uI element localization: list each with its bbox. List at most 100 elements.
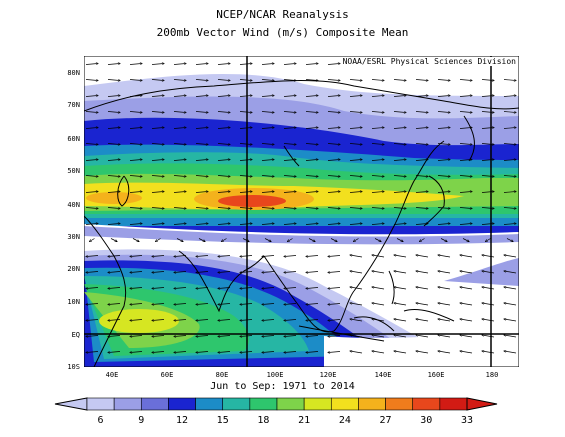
wind-vector bbox=[262, 336, 275, 337]
wind-vector bbox=[482, 271, 495, 274]
wind-vector bbox=[240, 288, 253, 289]
wind-vector bbox=[481, 128, 494, 129]
wind-vector bbox=[481, 160, 494, 161]
wind-vector bbox=[195, 176, 208, 177]
wind-vector bbox=[262, 256, 275, 257]
wind-vector bbox=[415, 224, 428, 225]
wind-vector bbox=[459, 160, 472, 161]
wind-vector bbox=[415, 80, 428, 81]
wind-vector bbox=[239, 176, 252, 177]
wind-vector bbox=[503, 176, 516, 177]
lon-label: 120E bbox=[319, 371, 337, 379]
wind-vector bbox=[239, 224, 252, 225]
wind-vector bbox=[196, 288, 209, 289]
lon-label: 180 bbox=[485, 371, 499, 379]
wind-vector bbox=[349, 96, 362, 97]
wind-vector bbox=[151, 192, 164, 193]
wind-vector bbox=[349, 176, 362, 177]
wind-vector bbox=[305, 144, 318, 145]
wind-vector bbox=[459, 80, 472, 81]
wind-vector bbox=[283, 80, 296, 81]
wind-vector bbox=[283, 192, 296, 193]
wind-vector bbox=[129, 144, 142, 145]
wind-vector bbox=[349, 128, 362, 129]
wind-vector bbox=[460, 255, 473, 258]
wind-vector bbox=[129, 80, 142, 81]
wind-vector bbox=[503, 160, 516, 161]
wind-vector bbox=[217, 176, 230, 177]
wind-vector bbox=[305, 128, 318, 129]
wind-vector bbox=[85, 80, 98, 81]
wind-vector bbox=[107, 128, 120, 129]
wind-vector bbox=[393, 144, 406, 145]
wind-vector bbox=[327, 176, 340, 177]
wind-vector bbox=[283, 96, 296, 97]
credit-label: NOAA/ESRL Physical Sciences Division bbox=[340, 57, 518, 66]
wind-vector bbox=[173, 208, 186, 209]
wind-vector bbox=[394, 271, 407, 274]
wind-vector bbox=[438, 303, 451, 306]
wind-vector bbox=[288, 238, 293, 242]
wind-vector bbox=[327, 192, 340, 193]
wind-vector bbox=[107, 208, 120, 209]
wind-vector bbox=[85, 208, 98, 209]
wind-vector bbox=[174, 256, 187, 257]
wind-vector bbox=[327, 112, 340, 113]
wind-vector bbox=[108, 352, 121, 353]
wind-vector bbox=[415, 192, 428, 193]
wind-vector bbox=[459, 128, 472, 129]
wind-vector bbox=[482, 255, 495, 258]
wind-vector bbox=[459, 208, 472, 209]
wind-vector bbox=[305, 224, 318, 225]
wind-vector bbox=[151, 80, 164, 81]
colorbar-segment bbox=[113, 397, 142, 411]
wind-vector bbox=[284, 304, 297, 305]
colorbar-max-arrow bbox=[466, 397, 498, 411]
chart-subtitle: 200mb Vector Wind (m/s) Composite Mean bbox=[156, 26, 409, 39]
wind-vector bbox=[217, 192, 230, 193]
wind-vector bbox=[438, 335, 451, 338]
chart-title: NCEP/NCAR Reanalysis bbox=[216, 8, 349, 21]
wind-vector bbox=[195, 64, 208, 65]
colorbar-label: 9 bbox=[138, 415, 145, 426]
wind-vector bbox=[130, 272, 143, 273]
wind-vector bbox=[196, 272, 209, 273]
lat-label: 10N bbox=[67, 298, 80, 306]
wind-vector bbox=[503, 224, 516, 225]
wind-vector bbox=[374, 238, 381, 242]
wind-vector bbox=[174, 288, 187, 289]
wind-vector bbox=[262, 304, 275, 305]
wind-vector bbox=[504, 319, 517, 322]
wind-vector bbox=[415, 96, 428, 97]
wind-vector bbox=[420, 238, 425, 242]
colorbar-segment bbox=[276, 397, 305, 411]
wind-vector bbox=[459, 96, 472, 97]
wind-vector bbox=[460, 351, 473, 354]
wind-vector bbox=[218, 352, 231, 353]
wind-vector bbox=[482, 351, 495, 354]
colorbar-label: 12 bbox=[175, 415, 189, 426]
wind-vector bbox=[305, 64, 318, 65]
wind-vector bbox=[239, 112, 252, 113]
lat-label: 30N bbox=[67, 233, 80, 241]
colorbar-segment bbox=[303, 397, 332, 411]
lon-label: 80E bbox=[215, 371, 229, 379]
wind-vector bbox=[371, 112, 384, 113]
wind-vector bbox=[393, 160, 406, 161]
wind-vector bbox=[482, 319, 495, 322]
wind-vector bbox=[371, 80, 384, 81]
wind-vector bbox=[108, 288, 121, 289]
wind-vectors bbox=[86, 64, 516, 354]
wind-vector bbox=[349, 112, 362, 113]
colorbar-segment bbox=[86, 397, 115, 411]
wind-vector bbox=[437, 224, 450, 225]
lon-label: 60E bbox=[160, 371, 174, 379]
shade-33-north bbox=[218, 195, 286, 207]
wind-vector bbox=[151, 64, 164, 65]
wind-vector bbox=[305, 192, 318, 193]
wind-vector bbox=[218, 272, 231, 273]
wind-vector bbox=[459, 144, 472, 145]
wind-vector bbox=[239, 96, 252, 97]
wind-vector bbox=[283, 224, 296, 225]
wind-vector bbox=[240, 304, 253, 305]
